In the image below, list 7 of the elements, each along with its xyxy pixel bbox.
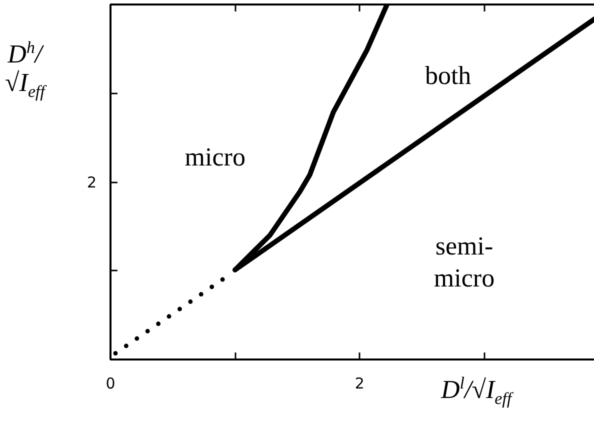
x-tick-label: 0 [106,374,116,392]
text: 2 [86,174,97,192]
annotation: both [424,61,472,90]
y-axis-title: D$^{h}$/√I$_{eff}$ [5,38,45,102]
annotation: semi- micro [434,231,495,292]
x-axis-title: D$^{l}$/√I$_{eff}$ [441,372,512,410]
annotation: micro [184,142,246,172]
